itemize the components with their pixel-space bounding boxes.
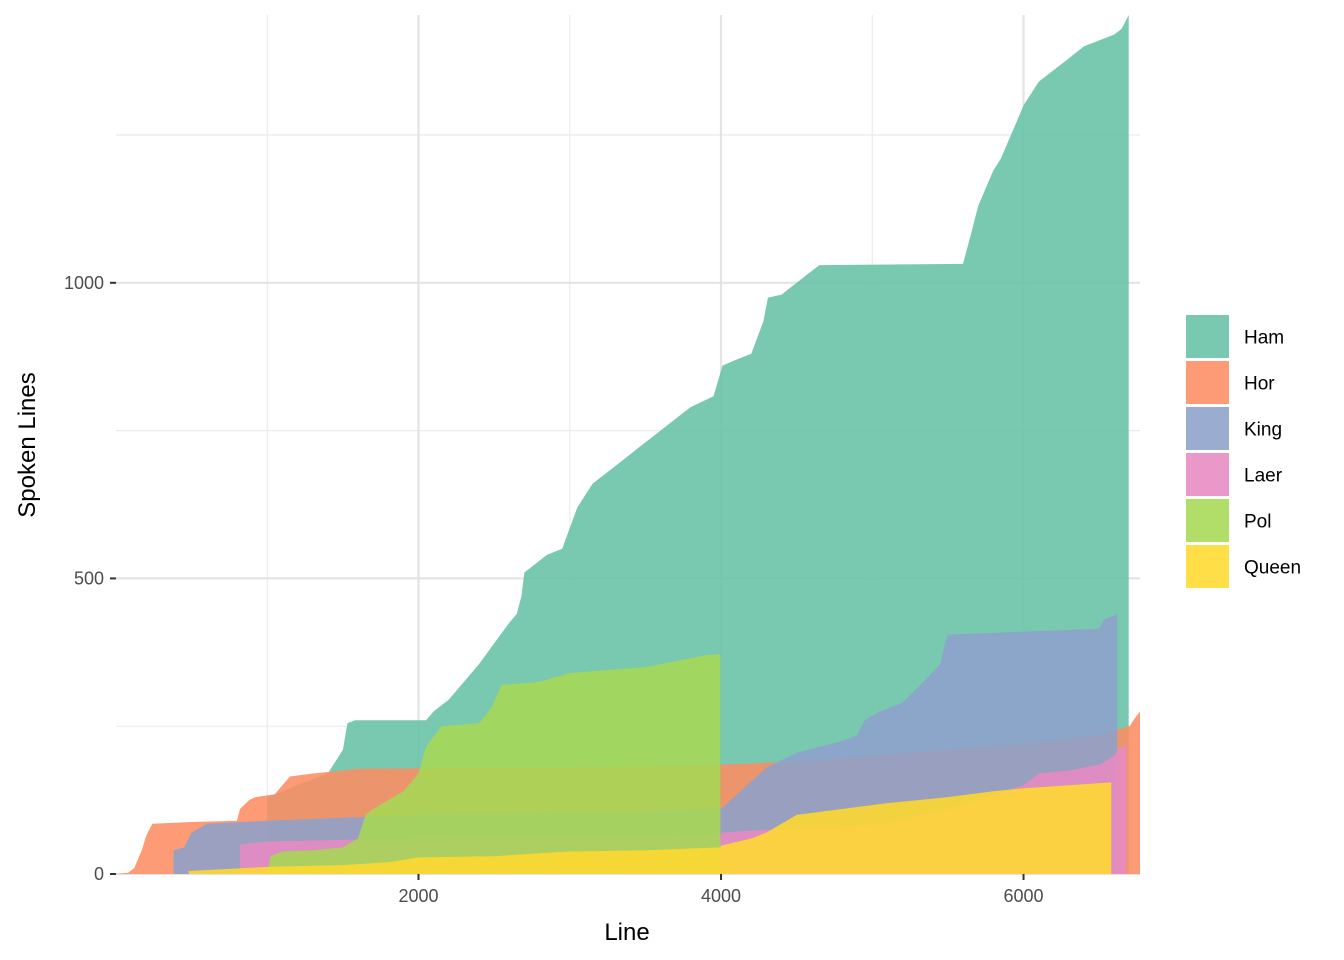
legend-key-laer — [1186, 453, 1229, 496]
legend-label-queen: Queen — [1244, 558, 1301, 579]
legend-key-king — [1186, 407, 1229, 450]
area-pol — [267, 654, 721, 874]
area-queen — [188, 782, 1112, 874]
legend: Ham Hor King Laer Pol Queen — [1186, 315, 1301, 588]
area-ham — [267, 15, 1129, 874]
y-tick-label: 500 — [74, 568, 104, 588]
legend-key-pol — [1186, 499, 1229, 542]
axes: 2000 4000 6000 0 500 1000 — [64, 273, 1044, 906]
legend-key-hor — [1186, 361, 1229, 404]
legend-label-ham: Ham — [1244, 328, 1284, 349]
y-axis-title: Spoken Lines — [14, 372, 41, 517]
y-tick-label: 0 — [94, 864, 104, 884]
legend-key-ham — [1186, 315, 1229, 358]
x-axis-title: Line — [604, 919, 649, 946]
legend-key-queen — [1186, 545, 1229, 588]
legend-label-pol: Pol — [1244, 512, 1271, 533]
legend-label-laer: Laer — [1244, 466, 1283, 487]
legend-label-king: King — [1244, 420, 1282, 441]
x-tick-label: 6000 — [1004, 886, 1044, 906]
plot-areas — [116, 15, 1140, 874]
legend-label-hor: Hor — [1244, 374, 1275, 395]
x-tick-label: 4000 — [701, 886, 741, 906]
y-tick-label: 1000 — [64, 273, 104, 293]
x-tick-label: 2000 — [398, 886, 438, 906]
